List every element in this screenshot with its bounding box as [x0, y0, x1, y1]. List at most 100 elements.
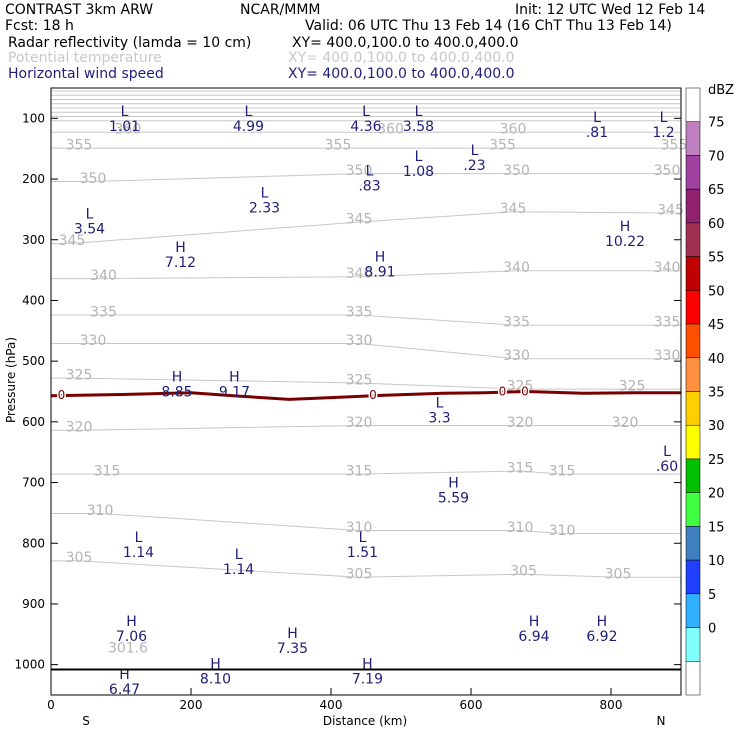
colorbar-segment [685, 357, 701, 392]
theta-label: 320 [612, 415, 639, 431]
theta-label: 350 [654, 163, 681, 179]
colorbar-segment [685, 526, 701, 561]
extremum-value: 10.22 [605, 234, 645, 250]
colorbar-segment [685, 424, 701, 460]
theta-label: 330 [346, 333, 373, 349]
theta-contour-lines [51, 90, 681, 578]
theta-label: 325 [619, 378, 646, 394]
theta-label: 315 [94, 463, 121, 479]
extremum-value: 1.14 [223, 562, 254, 578]
extremum-kind: L [362, 104, 370, 120]
x-axis-end-label: N [657, 714, 666, 728]
header-forecast-hour: Fcst: 18 h [5, 18, 74, 34]
theta-label: 315 [507, 460, 534, 476]
colorbar-label: 5 [708, 588, 716, 603]
header-model-title: CONTRAST 3km ARW [5, 2, 153, 18]
field-wind-xy: XY= 400.0,100.0 to 400.0,400.0 [288, 66, 515, 82]
zero-contour-label: 0 [58, 388, 66, 402]
theta-label: 330 [503, 348, 530, 364]
extremum-value: 6.92 [586, 629, 617, 645]
extremum-kind: H [597, 614, 608, 630]
theta-contour-315 [51, 470, 681, 475]
extremum-kind: L [436, 395, 444, 411]
colorbar-label: 60 [708, 217, 725, 232]
theta-label: 310 [87, 503, 114, 519]
x-tick-label: 0 [47, 698, 55, 712]
theta-label: 335 [654, 315, 681, 331]
colorbar-label: 20 [708, 487, 725, 502]
extremum-kind: H [375, 250, 386, 266]
extremum-value: 1.51 [347, 545, 378, 561]
theta-contour-350 [51, 173, 681, 182]
extremum-kind: L [471, 143, 479, 159]
field-wind-name: Horizontal wind speed [8, 66, 164, 82]
colorbar-title: dBZ [708, 83, 734, 98]
extremum-value: .83 [358, 179, 380, 195]
x-axis-label: Distance (km) [323, 714, 407, 728]
theta-contour-345 [51, 211, 681, 244]
colorbar-segment [685, 593, 701, 628]
extremum-kind: L [135, 530, 143, 546]
x-tick-label: 600 [460, 698, 483, 712]
colorbar-label: 75 [708, 116, 725, 131]
extremum-value: 1.08 [403, 164, 434, 180]
colorbar-label: 15 [708, 520, 725, 535]
extremum-kind: L [660, 110, 668, 126]
colorbar-segment [685, 323, 701, 359]
theta-label: 360 [377, 122, 404, 138]
extremum-value: .60 [656, 459, 678, 475]
extremum-kind: L [359, 530, 367, 546]
colorbar-segment [685, 121, 701, 156]
field-theta-xy: XY= 400.0,100.0 to 400.0,400.0 [288, 50, 515, 66]
extremum-value: 9.17 [219, 384, 250, 400]
x-axis-ticks: 0 200 400 600 800 [47, 688, 622, 712]
extremum-value: 1.14 [123, 545, 154, 561]
header-organization: NCAR/MMM [240, 2, 321, 18]
extremum-kind: H [175, 240, 186, 256]
colorbar-segment [685, 188, 701, 224]
extremum-value: 1.01 [109, 119, 140, 135]
extremum-kind: H [119, 667, 130, 683]
colorbar-segment [685, 155, 701, 190]
theta-label: 350 [346, 163, 373, 179]
theta-label: 340 [503, 260, 530, 276]
colorbar-label: 35 [708, 386, 725, 401]
theta-label: 360 [115, 122, 142, 138]
colorbar-label: 25 [708, 453, 725, 468]
zero-contour-label: 0 [499, 385, 507, 399]
y-tick-label: 800 [22, 536, 45, 550]
colorbar-label: 55 [708, 251, 725, 266]
theta-label: 325 [66, 368, 93, 384]
theta-contour-340 [51, 270, 681, 280]
extremum-kind: L [593, 110, 601, 126]
theta-label: 310 [549, 523, 576, 539]
extremum-value: 5.59 [438, 491, 469, 507]
extremum-kind: H [172, 369, 183, 385]
colorbar-segment [685, 222, 701, 257]
colorbar-label: 0 [708, 622, 716, 637]
theta-label: 315 [549, 463, 576, 479]
extremum-kind: H [229, 369, 240, 385]
theta-label: 345 [59, 233, 86, 249]
y-tick-label: 600 [22, 415, 45, 429]
extremum-value: 7.06 [116, 629, 147, 645]
y-tick-label: 300 [22, 233, 45, 247]
colorbar-label: 10 [708, 554, 725, 569]
colorbar-segment [685, 559, 701, 595]
theta-label: 305 [510, 564, 537, 580]
theta-label: 320 [507, 415, 534, 431]
theta-contour-330 [51, 343, 681, 360]
theta-label: 360 [500, 122, 527, 138]
y-tick-label: 200 [22, 172, 45, 186]
extremum-kind: H [529, 614, 540, 630]
extremum-value: 6.47 [109, 682, 140, 698]
theta-label: 355 [325, 137, 352, 153]
y-tick-label: 900 [22, 597, 45, 611]
theta-label: 305 [346, 567, 373, 583]
extremum-value: 2.33 [249, 200, 280, 216]
theta-label: 355 [66, 137, 93, 153]
y-axis-ticks: 100 200 300 400 500 600 700 800 900 1000 [14, 111, 681, 672]
